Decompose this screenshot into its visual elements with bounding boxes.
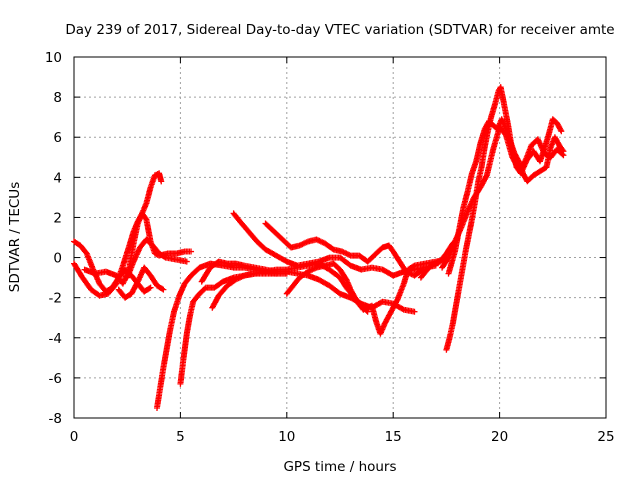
x-tick-label: 5 [176, 429, 185, 445]
y-tick-label: 4 [53, 170, 62, 186]
series-s10 [262, 220, 426, 279]
plot-frame [73, 56, 607, 419]
chart-title: Day 239 of 2017, Sidereal Day-to-day VTE… [65, 22, 614, 38]
x-tick-label: 25 [597, 429, 614, 445]
series-s15 [417, 236, 461, 281]
y-tick-label: 2 [53, 210, 62, 226]
data-point-markers [115, 264, 167, 301]
y-tick-label: -4 [49, 331, 62, 347]
grid-lines [74, 57, 606, 418]
x-tick-label: 0 [70, 429, 79, 445]
series-s11 [283, 256, 450, 337]
plot-area [71, 84, 567, 411]
y-tick-labels: -8 -6 -4 -2 0 2 4 6 8 10 [45, 50, 62, 427]
y-tick-label: 8 [53, 90, 62, 106]
x-axis-label: GPS time / hours [283, 459, 396, 475]
x-tick-label: 10 [278, 429, 295, 445]
series-s4 [124, 236, 190, 281]
x-tick-labels: 0 5 10 15 20 25 [70, 429, 615, 445]
data-point-markers [283, 256, 450, 337]
data-point-markers [124, 236, 190, 281]
y-tick-label: 6 [53, 130, 62, 146]
y-tick-label: 0 [53, 251, 62, 267]
series-s16 [115, 264, 167, 301]
y-axis-label: SDTVAR / TECUs [7, 182, 23, 292]
y-tick-label: -6 [49, 371, 62, 387]
data-point-markers [417, 236, 461, 281]
y-tick-label: -8 [49, 411, 62, 427]
y-tick-label: -2 [49, 291, 62, 307]
x-tick-label: 15 [385, 429, 402, 445]
data-point-markers [262, 220, 426, 279]
y-tick-label: 10 [45, 50, 62, 66]
axis-ticks [73, 56, 607, 419]
x-tick-label: 20 [491, 429, 508, 445]
